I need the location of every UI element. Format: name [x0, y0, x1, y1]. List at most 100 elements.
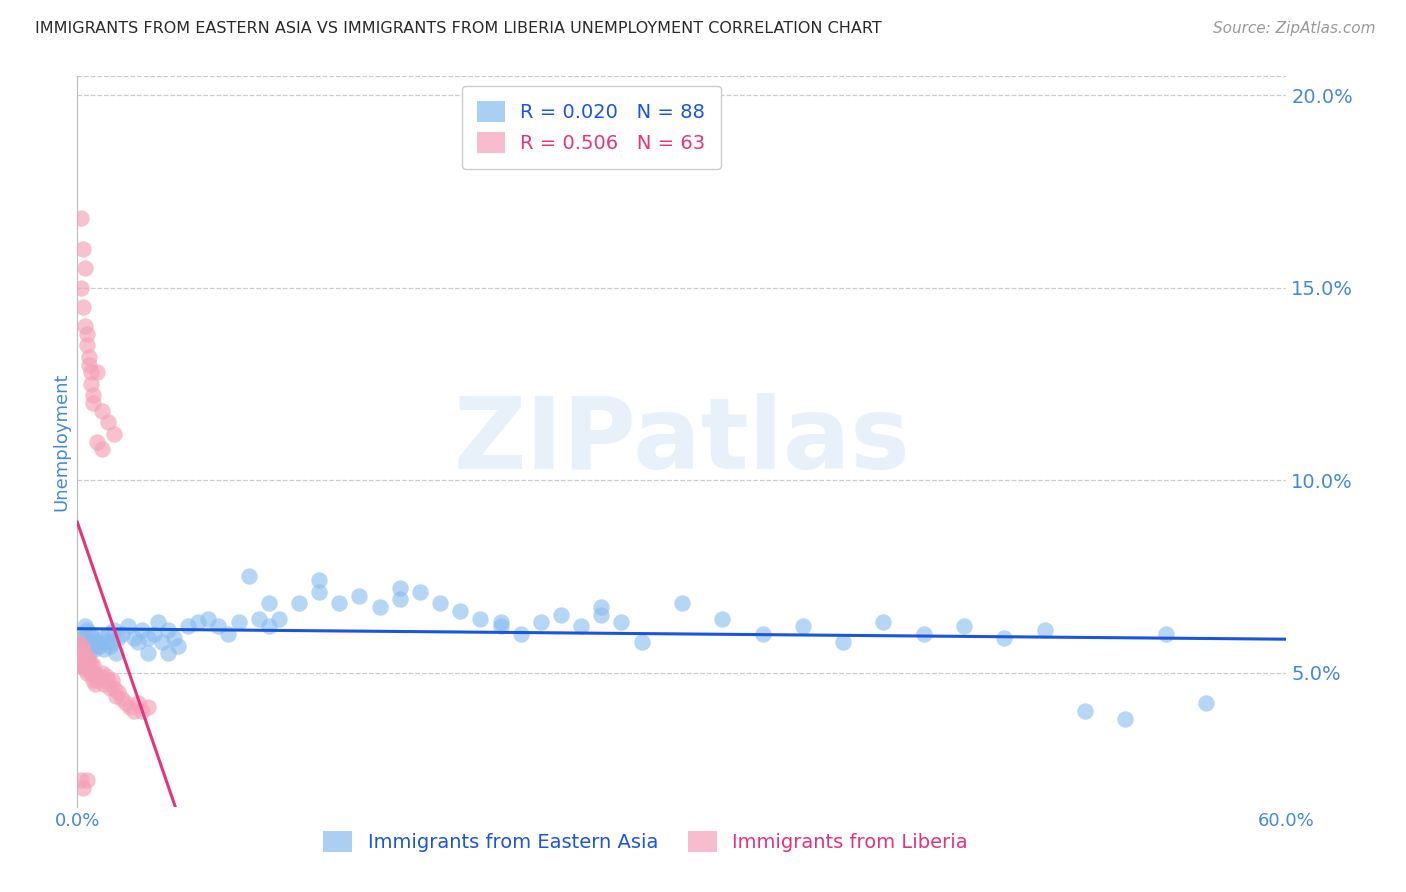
Point — [86, 434, 108, 449]
Point — [308, 573, 330, 587]
Point — [163, 631, 186, 645]
Point — [127, 634, 149, 648]
Point — [90, 665, 112, 680]
Point — [429, 596, 451, 610]
Point — [228, 615, 250, 630]
Point — [82, 631, 104, 645]
Point — [104, 646, 127, 660]
Point — [67, 657, 90, 672]
Point — [90, 403, 112, 417]
Legend: Immigrants from Eastern Asia, Immigrants from Liberia: Immigrants from Eastern Asia, Immigrants… — [315, 823, 976, 860]
Point — [100, 673, 122, 688]
Point — [67, 634, 90, 648]
Point — [79, 358, 101, 372]
Point — [67, 634, 90, 648]
Point — [122, 631, 145, 645]
Point — [89, 639, 111, 653]
Point — [591, 600, 613, 615]
Point — [76, 623, 98, 637]
Point — [111, 692, 134, 706]
Point — [146, 615, 169, 630]
Point — [90, 442, 112, 457]
Point — [1195, 696, 1218, 710]
Point — [70, 642, 93, 657]
Point — [308, 584, 330, 599]
Point — [104, 689, 127, 703]
Point — [671, 596, 693, 610]
Point — [76, 665, 98, 680]
Point — [751, 627, 773, 641]
Point — [72, 639, 94, 653]
Point — [80, 657, 103, 672]
Point — [75, 662, 97, 676]
Point — [267, 612, 290, 626]
Point — [76, 326, 98, 341]
Point — [1154, 627, 1177, 641]
Point — [103, 681, 125, 695]
Point — [530, 615, 553, 630]
Point — [72, 780, 94, 795]
Point — [84, 642, 107, 657]
Point — [75, 619, 97, 633]
Point — [792, 619, 814, 633]
Point — [67, 646, 90, 660]
Point — [409, 584, 432, 599]
Point — [218, 627, 240, 641]
Point — [122, 704, 145, 718]
Point — [89, 669, 111, 683]
Point — [79, 350, 101, 364]
Point — [98, 639, 121, 653]
Point — [76, 773, 98, 788]
Point — [94, 669, 117, 683]
Point — [75, 319, 97, 334]
Point — [157, 623, 180, 637]
Point — [257, 619, 280, 633]
Point — [79, 654, 101, 668]
Point — [136, 646, 159, 660]
Point — [118, 700, 141, 714]
Point — [75, 654, 97, 668]
Point — [328, 596, 350, 610]
Point — [72, 650, 94, 665]
Point — [1033, 623, 1056, 637]
Point — [591, 607, 613, 622]
Point — [131, 704, 153, 718]
Point — [103, 623, 125, 637]
Point — [86, 634, 108, 648]
Point — [117, 619, 139, 633]
Point — [167, 639, 190, 653]
Point — [569, 619, 592, 633]
Point — [82, 657, 104, 672]
Point — [80, 376, 103, 391]
Point — [94, 634, 117, 648]
Point — [111, 627, 134, 641]
Point — [72, 242, 94, 256]
Text: ZIPatlas: ZIPatlas — [454, 393, 910, 490]
Point — [70, 627, 93, 641]
Point — [70, 280, 93, 294]
Point — [388, 592, 411, 607]
Point — [550, 607, 572, 622]
Point — [96, 673, 118, 688]
Point — [84, 677, 107, 691]
Point — [80, 627, 103, 641]
Y-axis label: Unemployment: Unemployment — [52, 372, 70, 511]
Point — [127, 696, 149, 710]
Point — [103, 426, 125, 441]
Point — [509, 627, 531, 641]
Point — [86, 365, 108, 379]
Point — [98, 681, 121, 695]
Point — [131, 623, 153, 637]
Point — [75, 650, 97, 665]
Point — [82, 388, 104, 402]
Point — [75, 261, 97, 276]
Point — [489, 619, 512, 633]
Point — [80, 639, 103, 653]
Point — [76, 338, 98, 352]
Point — [96, 415, 118, 429]
Point — [368, 600, 391, 615]
Point — [489, 615, 512, 630]
Point — [90, 631, 112, 645]
Point — [72, 300, 94, 314]
Point — [72, 631, 94, 645]
